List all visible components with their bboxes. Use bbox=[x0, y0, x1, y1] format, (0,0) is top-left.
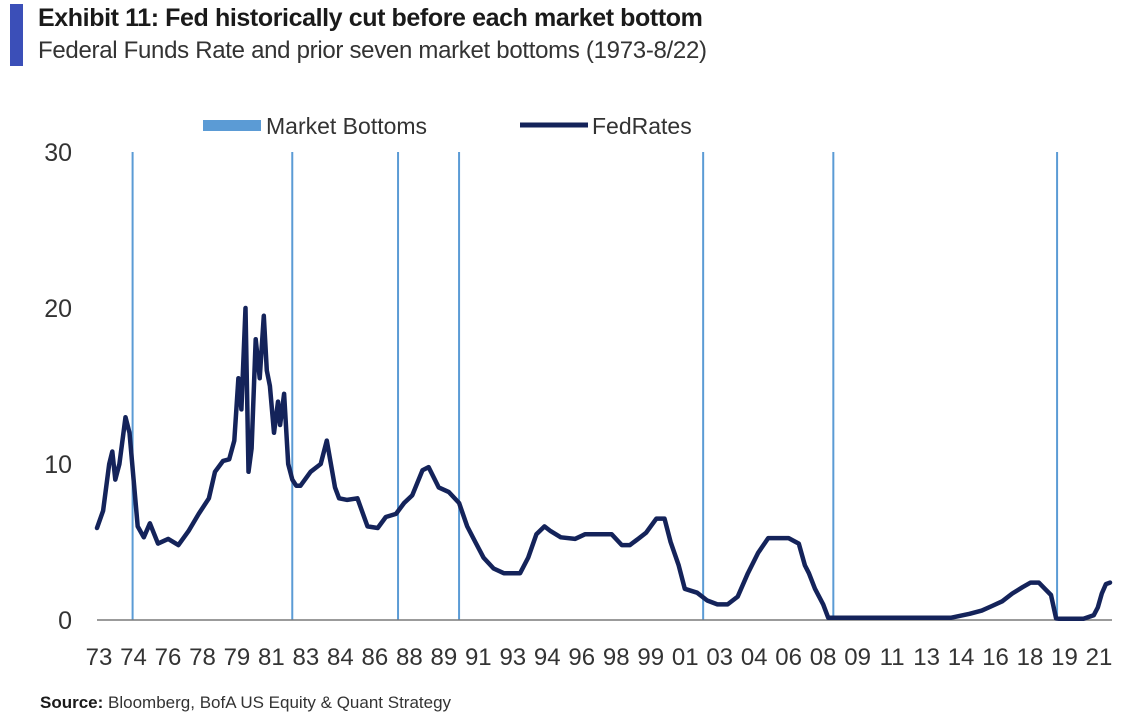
source-label: Source: bbox=[40, 693, 104, 712]
x-tick-label: 18 bbox=[1017, 644, 1044, 671]
x-tick-label: 08 bbox=[810, 644, 837, 671]
y-tick-label: 10 bbox=[44, 451, 72, 479]
x-tick-label: 99 bbox=[637, 644, 664, 671]
x-tick-label: 13 bbox=[913, 644, 940, 671]
x-tick-label: 73 bbox=[86, 644, 113, 671]
title-accent-bar bbox=[10, 4, 23, 66]
chart-subtitle: Federal Funds Rate and prior seven marke… bbox=[38, 37, 707, 64]
chart-legend: Market Bottoms FedRates bbox=[203, 113, 692, 139]
x-tick-label: 83 bbox=[293, 644, 320, 671]
x-tick-label: 79 bbox=[224, 644, 251, 671]
legend-swatch-market-bottoms bbox=[203, 120, 261, 131]
y-tick-label: 0 bbox=[58, 607, 72, 635]
x-tick-label: 03 bbox=[706, 644, 733, 671]
x-tick-label: 04 bbox=[741, 644, 768, 671]
x-tick-label: 94 bbox=[534, 644, 561, 671]
source-text: Bloomberg, BofA US Equity & Quant Strate… bbox=[108, 693, 452, 712]
x-axis-tick-labels: 73 74 76 78 79 81 83 84 86 88 89 91 93 94 96 98 99 01 03 04… bbox=[86, 644, 1113, 671]
x-tick-label: 78 bbox=[189, 644, 216, 671]
x-tick-label: 16 bbox=[982, 644, 1009, 671]
x-tick-label: 88 bbox=[396, 644, 423, 671]
x-tick-label: 01 bbox=[672, 644, 699, 671]
x-tick-label: 11 bbox=[880, 644, 905, 671]
legend-label-fedrates: FedRates bbox=[592, 113, 692, 139]
x-tick-label: 86 bbox=[362, 644, 389, 671]
fedrates-line bbox=[94, 305, 1113, 622]
x-tick-label: 06 bbox=[775, 644, 802, 671]
x-tick-label: 89 bbox=[430, 644, 457, 671]
y-tick-label: 30 bbox=[44, 139, 72, 167]
market-bottom-lines bbox=[131, 152, 1059, 620]
y-tick-label: 20 bbox=[44, 295, 72, 323]
x-tick-label: 21 bbox=[1086, 644, 1113, 671]
x-tick-label: 81 bbox=[258, 644, 285, 671]
x-tick-label: 93 bbox=[499, 644, 526, 671]
legend-label-market-bottoms: Market Bottoms bbox=[266, 113, 427, 139]
x-tick-label: 98 bbox=[603, 644, 630, 671]
x-tick-label: 91 bbox=[465, 644, 492, 671]
x-tick-label: 09 bbox=[844, 644, 871, 671]
x-tick-label: 14 bbox=[948, 644, 975, 671]
x-tick-label: 84 bbox=[327, 644, 354, 671]
x-tick-label: 96 bbox=[568, 644, 595, 671]
x-tick-label: 74 bbox=[120, 644, 147, 671]
x-tick-label: 19 bbox=[1051, 644, 1078, 671]
x-tick-label: 76 bbox=[155, 644, 182, 671]
y-axis-tick-labels: 0 10 20 30 bbox=[44, 139, 72, 635]
chart-title: Exhibit 11: Fed historically cut before … bbox=[38, 4, 703, 32]
source-note: Source: Bloomberg, BofA US Equity & Quan… bbox=[40, 693, 451, 713]
